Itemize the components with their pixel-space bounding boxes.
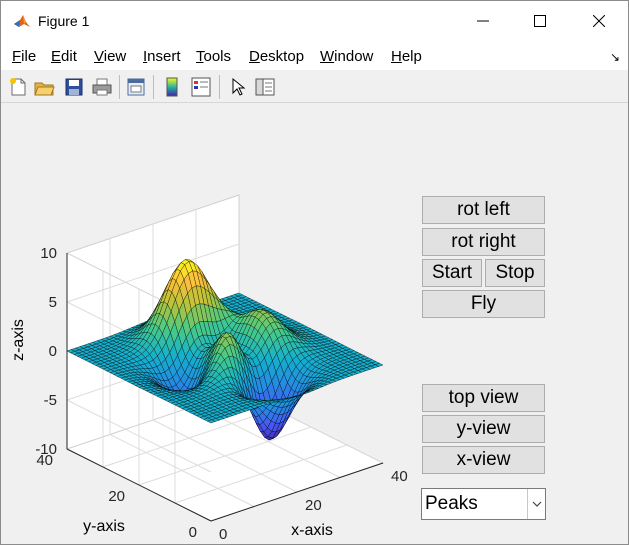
axis-ticks: -10 -5 0 5 10 0 20 40 0 20 40 bbox=[35, 245, 407, 543]
menu-view[interactable]: View bbox=[94, 48, 127, 65]
new-figure-icon[interactable] bbox=[7, 76, 29, 98]
open-file-icon[interactable] bbox=[33, 76, 55, 98]
surface-plot[interactable]: -10 -5 0 5 10 0 20 40 0 20 40 z-axis y-axis x-axis bbox=[1, 104, 416, 544]
axis-line bbox=[66, 448, 212, 522]
menu-help[interactable]: Help bbox=[391, 48, 422, 65]
x-tick-label: 20 bbox=[305, 497, 322, 514]
grid-line bbox=[174, 444, 348, 504]
toolbar bbox=[1, 70, 628, 103]
menu-bar: File Edit View Insert Tools Desktop Wind… bbox=[1, 42, 628, 70]
toolbar-separator bbox=[219, 75, 220, 99]
z-axis-label: z-axis bbox=[10, 319, 27, 361]
menu-file[interactable]: File bbox=[12, 48, 37, 65]
menu-insert[interactable]: Insert bbox=[143, 48, 181, 65]
x-tick-label: 0 bbox=[219, 526, 227, 543]
pointer-icon[interactable] bbox=[227, 76, 249, 98]
top-view-button[interactable]: top view bbox=[422, 384, 545, 412]
grid-line bbox=[66, 243, 240, 303]
close-icon bbox=[593, 15, 605, 27]
rot-right-button[interactable]: rot right bbox=[422, 228, 545, 256]
y-axis-label: y-axis bbox=[83, 518, 125, 535]
chevron-down-icon[interactable] bbox=[527, 489, 545, 519]
minimize-button[interactable] bbox=[460, 1, 506, 42]
z-tick-label: -10 bbox=[35, 441, 57, 458]
title-bar[interactable]: Figure 1 bbox=[1, 1, 628, 42]
maximize-button[interactable] bbox=[517, 1, 563, 42]
x-tick-label: 40 bbox=[391, 468, 408, 485]
close-button[interactable] bbox=[576, 1, 622, 42]
menu-window[interactable]: Window bbox=[320, 48, 374, 65]
minimize-icon bbox=[477, 20, 489, 22]
x-axis-label: x-axis bbox=[291, 522, 333, 539]
menu-edit[interactable]: Edit bbox=[51, 48, 77, 65]
z-tick-label: 10 bbox=[40, 245, 57, 262]
window-title: Figure 1 bbox=[38, 13, 90, 29]
matlab-logo-icon bbox=[14, 15, 30, 27]
maximize-icon bbox=[534, 15, 546, 27]
toolbar-separator bbox=[119, 75, 120, 99]
dropdown-value: Peaks bbox=[425, 493, 478, 514]
z-tick-label: 5 bbox=[49, 294, 57, 311]
fly-button[interactable]: Fly bbox=[422, 290, 545, 318]
start-button[interactable]: Start bbox=[422, 259, 482, 287]
property-editor-icon[interactable] bbox=[254, 76, 276, 98]
menu-desktop[interactable]: Desktop bbox=[249, 48, 305, 65]
toolbar-separator bbox=[153, 75, 154, 99]
save-icon[interactable] bbox=[63, 76, 85, 98]
grid-line bbox=[102, 408, 276, 468]
link-plot-icon[interactable] bbox=[125, 76, 147, 98]
surface-face bbox=[206, 419, 216, 424]
y-tick-label: 20 bbox=[108, 488, 125, 505]
grid-line bbox=[138, 426, 312, 486]
menu-tools[interactable]: Tools bbox=[196, 48, 232, 65]
axis-line bbox=[210, 462, 384, 522]
colorbar-icon[interactable] bbox=[161, 76, 183, 98]
surface-select-dropdown[interactable]: Peaks bbox=[421, 488, 546, 520]
z-tick-label: 0 bbox=[49, 343, 57, 360]
legend-icon[interactable] bbox=[190, 76, 212, 98]
surface-mesh bbox=[66, 259, 384, 441]
y-tick-label: 0 bbox=[189, 524, 197, 541]
stop-button[interactable]: Stop bbox=[485, 259, 545, 287]
y-tick-label: 40 bbox=[36, 452, 53, 469]
x-view-button[interactable]: x-view bbox=[422, 446, 545, 474]
print-icon[interactable] bbox=[91, 76, 113, 98]
grid-line bbox=[66, 399, 212, 473]
z-tick-label: -5 bbox=[44, 392, 57, 409]
rot-left-button[interactable]: rot left bbox=[422, 196, 545, 224]
dock-arrow-icon[interactable]: ↘ bbox=[609, 50, 620, 64]
y-view-button[interactable]: y-view bbox=[422, 415, 545, 443]
